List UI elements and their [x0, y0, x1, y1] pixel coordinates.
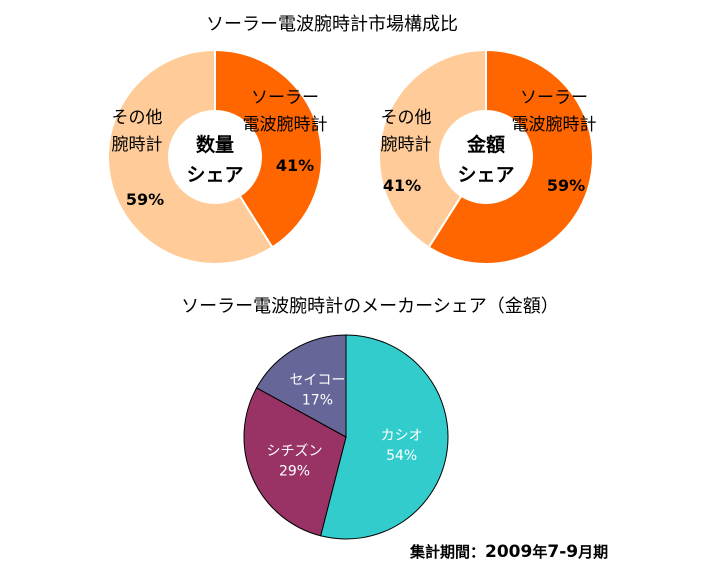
chart-title-maker-share: ソーラー電波腕時計のメーカーシェア（金額） [181, 296, 559, 317]
slice-value-other: 41% [383, 176, 421, 195]
pie-slice-1 [243, 387, 347, 537]
chart-title-market-composition: ソーラー電波腕時計市場構成比 [206, 14, 458, 35]
donut-hole [168, 110, 262, 204]
pie-slice-label: シチズン 29% [267, 443, 323, 479]
pie-slice-label: カシオ 54% [381, 428, 423, 464]
slice-name-solar-radio: ソーラー電波腕時計 [512, 88, 597, 135]
donut-center-label: 金額シェア [457, 133, 514, 186]
pie-chart-maker-share: カシオ 54% シチズン 29% セイコー 17% [243, 334, 449, 540]
slice-name-other: その他腕時計 [112, 108, 163, 155]
slice-name-other: その他腕時計 [381, 108, 432, 155]
donut-hole [439, 110, 533, 204]
period-note: 集計期間：2009年7-9月期 [409, 542, 608, 562]
pie-slice-0 [320, 334, 449, 540]
pie-slice-label: セイコー 17% [289, 373, 345, 409]
slice-value-other: 59% [126, 190, 164, 209]
slice-value-solar-radio: 41% [276, 156, 314, 175]
slice-value-solar-radio: 59% [547, 176, 585, 195]
donut-center-label: 数量シェア [186, 133, 243, 186]
donut-slice-other [378, 48, 487, 249]
pie-slice-2 [255, 334, 347, 438]
slice-name-solar-radio: ソーラー電波腕時計 [243, 88, 328, 135]
